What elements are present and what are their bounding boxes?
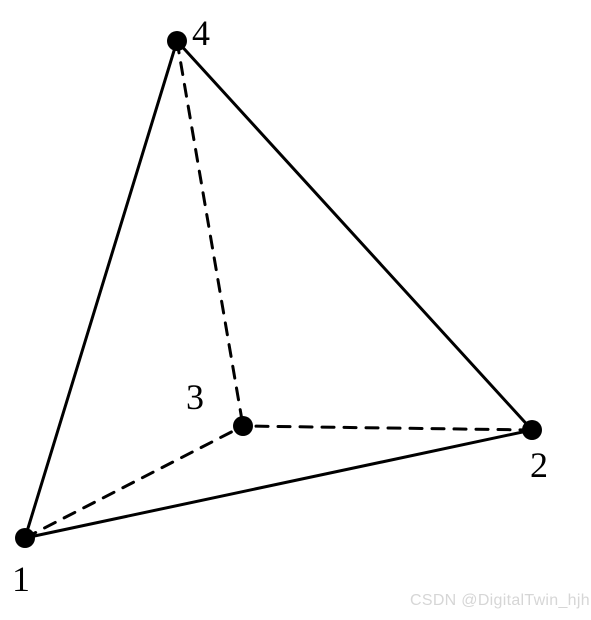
diagram-svg	[0, 0, 591, 615]
node-1	[15, 528, 35, 548]
edge-2-3	[243, 426, 532, 430]
node-3	[233, 416, 253, 436]
edge-1-3	[25, 426, 243, 538]
node-label-3: 3	[186, 376, 204, 418]
node-2	[522, 420, 542, 440]
watermark-text: CSDN @DigitalTwin_hjh	[410, 592, 590, 610]
node-label-4: 4	[192, 12, 210, 54]
edge-1-2	[25, 430, 532, 538]
edge-1-4	[25, 41, 177, 538]
edge-2-4	[177, 41, 532, 430]
edge-4-3	[177, 41, 243, 426]
tetrahedron-diagram: 1 2 3 4 CSDN @DigitalTwin_hjh	[0, 0, 591, 615]
node-label-2: 2	[530, 444, 548, 486]
node-4	[167, 31, 187, 51]
node-label-1: 1	[12, 558, 30, 600]
